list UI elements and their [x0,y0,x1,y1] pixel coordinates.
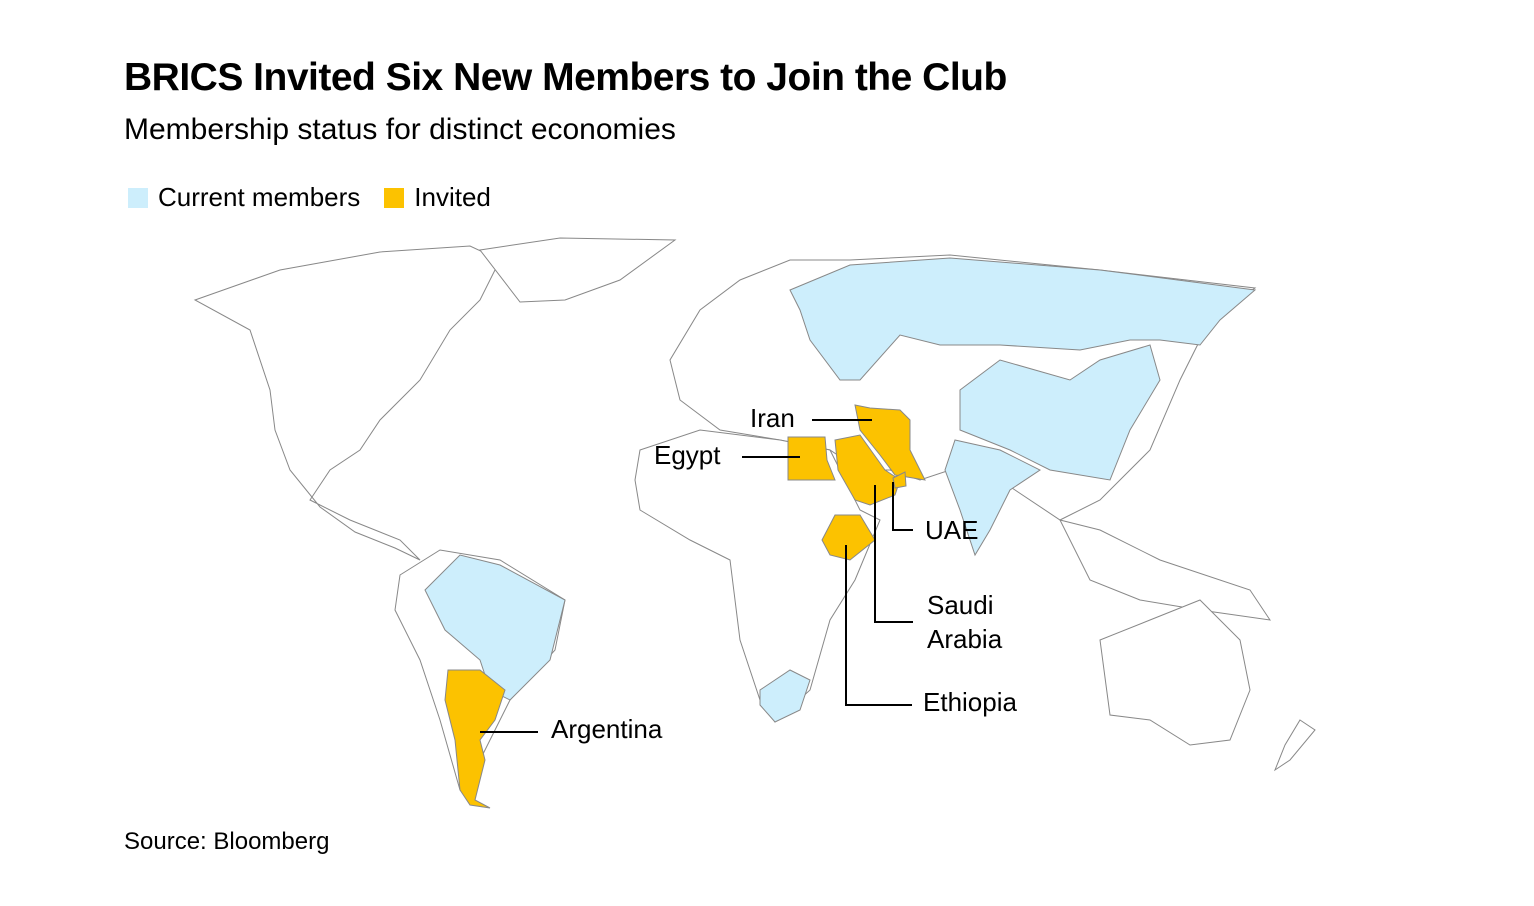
brazil [424,554,566,701]
egypt [787,436,836,481]
leader-line [874,485,913,623]
source: Source: Bloomberg [124,828,330,855]
map-label: Iran [750,403,795,433]
saudi-arabia [834,434,901,506]
legend-label: Invited [414,182,491,212]
new-zealand [1273,719,1316,772]
greenland [479,237,677,303]
uae [892,471,907,489]
north-america [193,245,501,561]
leader-line [845,545,912,706]
russia [789,257,1257,381]
legend-item: Invited [384,182,491,213]
title: BRICS Invited Six New Members to Join th… [124,56,1007,99]
map-label: Saudi Arabia [927,590,1003,654]
map-label: Egypt [654,440,721,470]
australia [1099,599,1251,746]
india [944,439,1041,557]
map-label: Argentina [551,714,663,744]
subtitle: Membership status for distinct economies [124,113,676,146]
iran [854,404,926,481]
map-label: UAE [925,515,979,545]
legend-item: Current members [128,182,360,213]
map-label: Ethiopia [923,687,1017,717]
legend: Current members Invited [128,182,515,213]
legend-swatch [128,187,148,208]
southeast-asia [1059,519,1272,621]
argentina [444,669,506,809]
legend-label: Current members [158,182,361,212]
leader-line [892,482,913,531]
china [959,344,1161,481]
legend-swatch [384,187,405,208]
south-africa [759,669,811,723]
